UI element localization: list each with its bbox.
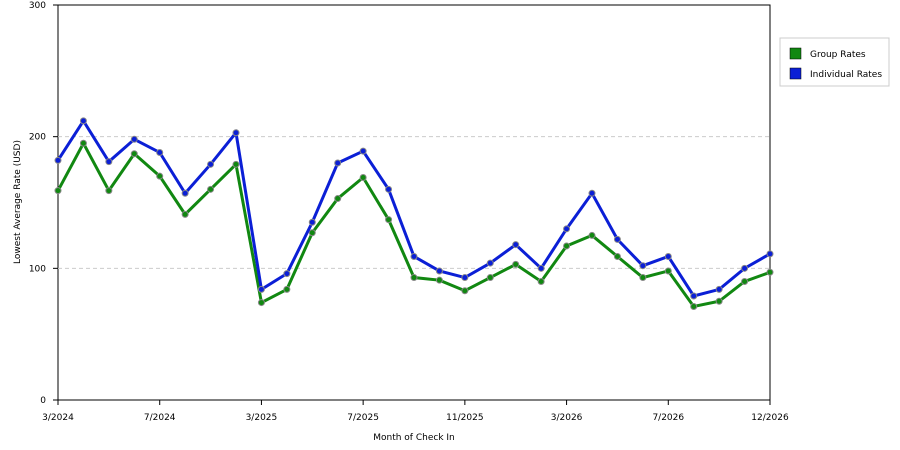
data-point <box>156 172 164 180</box>
data-point <box>283 285 291 293</box>
data-point <box>130 135 138 143</box>
data-point <box>410 252 418 260</box>
x-tick-label: 7/2024 <box>144 413 176 423</box>
data-point <box>308 218 316 226</box>
x-tick-label: 7/2026 <box>652 413 684 423</box>
data-point <box>664 267 672 275</box>
data-point <box>563 242 571 250</box>
data-point <box>308 229 316 237</box>
data-point <box>257 299 265 307</box>
data-point <box>410 274 418 282</box>
y-tick-label: 300 <box>29 1 46 11</box>
data-point <box>181 189 189 197</box>
data-point <box>563 225 571 233</box>
x-tick-label: 3/2025 <box>246 413 278 423</box>
data-point <box>588 231 596 239</box>
data-point <box>130 150 138 158</box>
data-point <box>741 264 749 272</box>
data-point <box>486 274 494 282</box>
data-point <box>766 268 774 276</box>
data-point <box>639 262 647 270</box>
legend-label: Individual Rates <box>810 70 882 80</box>
data-point <box>664 252 672 260</box>
plot-area <box>57 4 771 401</box>
data-point <box>613 252 621 260</box>
data-point <box>537 278 545 285</box>
legend-swatch <box>789 47 802 60</box>
x-tick-label: 11/2025 <box>446 413 483 423</box>
data-point <box>741 278 749 285</box>
data-point <box>334 159 342 167</box>
data-point <box>613 235 621 243</box>
data-point <box>766 250 774 258</box>
x-tick-label: 3/2024 <box>42 413 74 423</box>
x-tick-label: 7/2025 <box>347 413 379 423</box>
data-point <box>359 147 367 155</box>
data-point <box>435 267 443 275</box>
legend-label: Group Rates <box>810 50 866 60</box>
data-point <box>588 189 596 197</box>
data-point <box>461 274 469 282</box>
data-point <box>690 303 698 311</box>
x-axis-label: Month of Check In <box>373 433 455 443</box>
data-point <box>79 117 87 125</box>
data-point <box>334 195 342 203</box>
data-point <box>359 173 367 181</box>
data-point <box>385 185 393 193</box>
data-point <box>461 287 469 295</box>
data-point <box>537 264 545 272</box>
data-point <box>283 270 291 278</box>
data-point <box>385 216 393 224</box>
data-point <box>486 259 494 267</box>
data-point <box>79 139 87 147</box>
data-point <box>207 160 215 168</box>
data-point <box>232 129 240 137</box>
data-point <box>54 156 62 164</box>
x-tick-label: 3/2026 <box>551 413 583 423</box>
data-point <box>639 274 647 282</box>
legend-swatch <box>789 67 802 80</box>
y-tick-label: 100 <box>29 264 46 274</box>
data-point <box>690 292 698 300</box>
data-point <box>435 276 443 284</box>
data-point <box>512 241 520 249</box>
data-point <box>105 158 113 166</box>
data-point <box>257 285 265 293</box>
data-point <box>181 210 189 218</box>
y-tick-label: 200 <box>29 133 46 143</box>
data-point <box>715 297 723 305</box>
data-point <box>232 160 240 168</box>
y-axis-label: Lowest Average Rate (USD) <box>13 140 23 264</box>
data-point <box>512 260 520 268</box>
data-point <box>207 185 215 193</box>
y-tick-label: 0 <box>40 396 46 406</box>
data-point <box>105 187 113 195</box>
data-point <box>54 187 62 195</box>
data-point <box>156 148 164 156</box>
x-tick-label: 12/2026 <box>751 413 789 423</box>
data-point <box>715 285 723 293</box>
